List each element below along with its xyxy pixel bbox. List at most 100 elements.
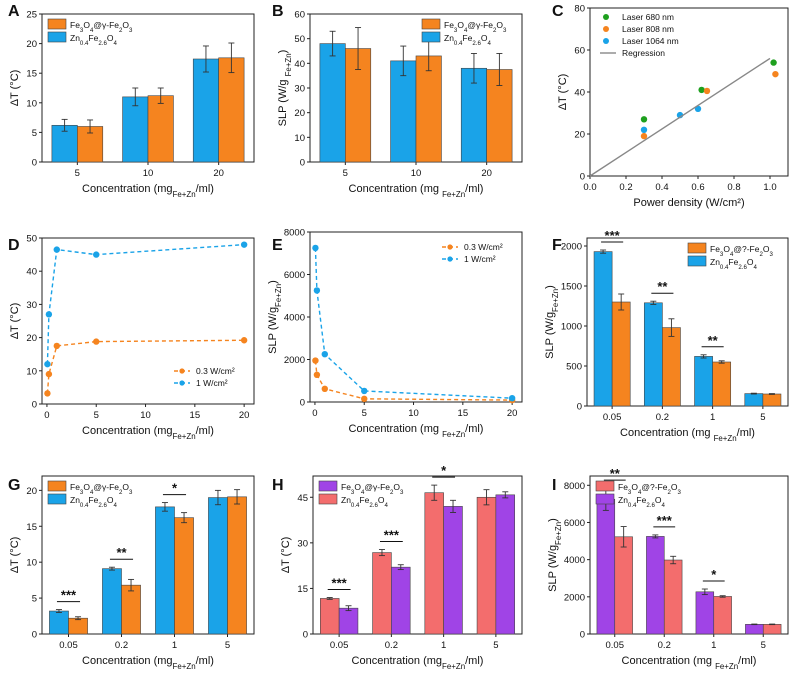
x-axis-label: Concentration (mgFe+Zn/ml) xyxy=(352,655,484,671)
subscript-text: 0.4 xyxy=(454,40,463,47)
x-tick-label: 15 xyxy=(458,408,469,419)
text-span: Concentration (mg xyxy=(352,655,443,667)
text-span: Fe xyxy=(618,482,628,492)
subscript-text: Fe+Zn xyxy=(173,662,196,671)
subscript-text: 0.4 xyxy=(80,40,89,47)
y-tick-label: 20 xyxy=(26,333,37,344)
bar xyxy=(443,506,463,635)
data-point xyxy=(312,244,319,252)
text-span: O xyxy=(631,482,638,492)
x-tick-label: 1 xyxy=(441,640,446,651)
y-tick-label: 0 xyxy=(300,398,305,409)
x-tick-label: 10 xyxy=(411,168,422,179)
text-span: ΔT (°C) xyxy=(280,537,292,574)
bar xyxy=(102,568,122,635)
subscript-text: 3 xyxy=(80,489,84,496)
y-tick-label: 6000 xyxy=(284,270,305,281)
x-axis-label: Concentration (mgFe+Zn/ml) xyxy=(82,183,214,199)
text-span: O xyxy=(763,244,770,254)
y-tick-label: 6000 xyxy=(564,518,585,529)
text-span: @γ-Fe xyxy=(467,20,493,30)
bar xyxy=(372,552,392,635)
text-span: /ml) xyxy=(196,425,214,437)
y-tick-label: 45 xyxy=(297,493,308,504)
subscript-text: Fe+Zn xyxy=(442,190,465,199)
panel-letter: A xyxy=(8,3,20,20)
subscript-text: 0.4 xyxy=(80,502,89,509)
panel-letter: I xyxy=(552,477,556,494)
legend-label: 0.3 W/cm² xyxy=(464,242,503,252)
y-tick-label: 10 xyxy=(26,98,37,109)
subscript-text: 3 xyxy=(628,489,632,496)
significance-stars: ** xyxy=(116,545,127,560)
legend-marker xyxy=(447,244,453,250)
subscript-text: Fe+Zn xyxy=(551,289,560,312)
y-tick-label: 8000 xyxy=(564,481,585,492)
y-tick-label: 60 xyxy=(294,10,305,21)
x-tick-label: 0 xyxy=(44,410,49,421)
y-tick-label: 30 xyxy=(297,538,308,549)
x-tick-label: 5 xyxy=(362,408,367,419)
x-axis-label: Concentration (mg Fe+Zn/ml) xyxy=(622,655,757,671)
text-span: Fe xyxy=(88,33,98,43)
x-axis-label: Concentration (mg Fe+Zn/ml) xyxy=(349,183,484,199)
subscript-text: 2.6 xyxy=(369,502,378,509)
x-tick-label: 5 xyxy=(343,168,348,179)
y-tick-label: 40 xyxy=(574,88,585,99)
subscript-text: 4 xyxy=(753,264,757,271)
bar xyxy=(663,559,683,635)
bar xyxy=(713,596,732,635)
y-tick-label: 500 xyxy=(566,362,582,373)
legend-swatch xyxy=(318,480,338,492)
x-tick-label: 20 xyxy=(213,168,224,179)
bar xyxy=(391,566,411,635)
legend-label: Regression xyxy=(622,48,665,58)
data-point xyxy=(44,390,51,397)
significance-stars: * xyxy=(711,567,717,582)
subscript-text: 2.6 xyxy=(646,502,655,509)
legend-marker xyxy=(179,368,185,374)
data-point xyxy=(321,385,328,393)
data-point xyxy=(508,394,516,402)
y-tick-label: 50 xyxy=(26,234,37,245)
data-point xyxy=(640,116,648,123)
subscript-text: 4 xyxy=(90,27,94,34)
bar xyxy=(147,95,174,163)
legend-swatch xyxy=(687,242,707,254)
x-tick-label: 1 xyxy=(711,640,716,651)
text-span: Fe xyxy=(444,20,454,30)
panel-letter: E xyxy=(272,237,283,254)
data-point xyxy=(772,70,779,78)
x-axis-label: Power density (W/cm²) xyxy=(633,197,744,209)
subscript-text: 2 xyxy=(119,489,123,496)
legend-marker xyxy=(603,38,609,44)
legend-swatch xyxy=(687,255,707,267)
legend-label: Laser 1064 nm xyxy=(622,36,679,46)
series-line xyxy=(589,57,771,177)
data-point xyxy=(93,251,100,258)
subscript-text: Fe+Zn xyxy=(173,190,196,199)
text-span: ΔT (°C) xyxy=(9,537,21,574)
bar xyxy=(49,610,69,635)
data-point xyxy=(240,337,248,344)
text-span: ΔT (°C) xyxy=(9,70,21,107)
plot-frame xyxy=(586,237,789,407)
subscript-text: 2 xyxy=(759,251,763,258)
y-tick-label: 2000 xyxy=(564,592,585,603)
data-point xyxy=(361,395,368,403)
subscript-text: 2 xyxy=(119,27,123,34)
x-tick-label: 5 xyxy=(761,640,766,651)
panel-letter: G xyxy=(8,477,20,494)
legend-label: 0.3 W/cm² xyxy=(196,366,235,376)
subscript-text: 3 xyxy=(129,27,133,34)
text-span: O xyxy=(122,482,129,492)
y-tick-label: 4000 xyxy=(564,555,585,566)
plot-frame xyxy=(41,237,255,405)
subscript-text: 4 xyxy=(90,489,94,496)
y-tick-label: 5 xyxy=(32,128,37,139)
subscript-text: 2.6 xyxy=(738,264,747,271)
bar xyxy=(192,58,219,163)
bar xyxy=(762,393,782,407)
